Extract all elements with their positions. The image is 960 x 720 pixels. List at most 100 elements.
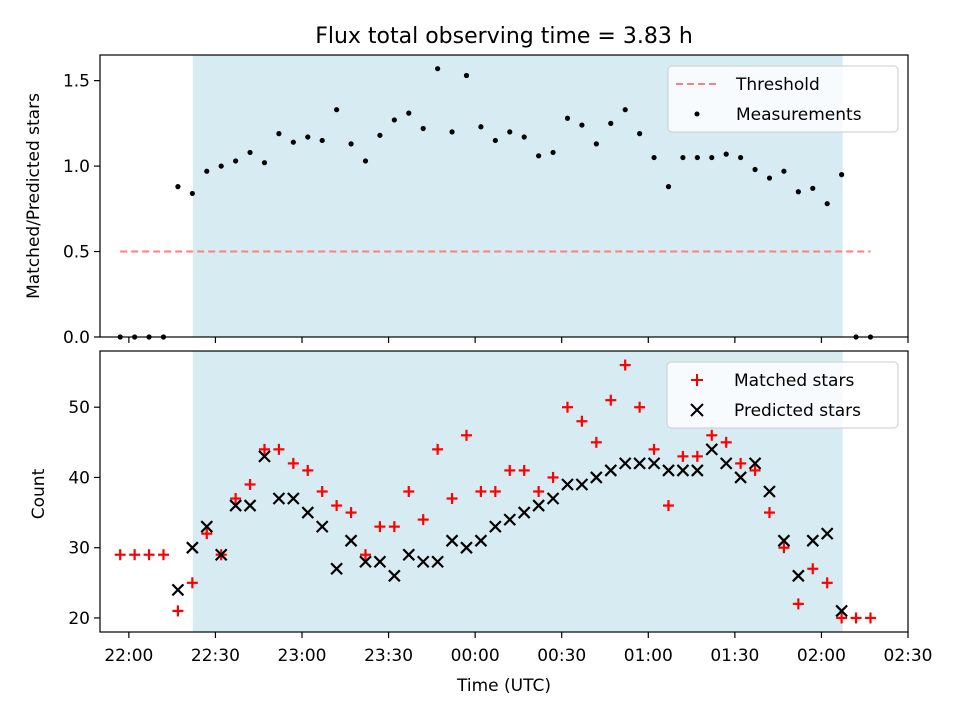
matched-star-point xyxy=(605,394,617,406)
predicted-star-point xyxy=(517,506,531,519)
predicted-star-point xyxy=(460,541,473,554)
ratio-y-tick-label: 1.0 xyxy=(63,157,90,177)
ratio-y-tick-label: 1.5 xyxy=(63,72,90,92)
matched-star-point xyxy=(590,436,602,448)
measurements-legend-swatch xyxy=(694,111,700,117)
count-legend: Matched stars Predicted stars xyxy=(666,361,899,429)
matched-legend-label: Matched stars xyxy=(734,371,854,391)
predicted-star-point xyxy=(734,471,747,484)
count-y-tick-label: 40 xyxy=(68,468,90,488)
count-y-axis-label: Count xyxy=(29,468,49,519)
matched-star-point xyxy=(691,450,703,462)
measurement-point xyxy=(478,124,484,130)
predicted-star-point xyxy=(388,569,401,583)
predicted-star-point xyxy=(301,506,315,519)
time-x-tick-label: 22:30 xyxy=(191,646,240,666)
measurement-point xyxy=(420,125,426,132)
predicted-star-point xyxy=(532,499,545,512)
count-plot-area xyxy=(114,359,876,624)
matched-star-point xyxy=(533,486,545,497)
predicted-star-point xyxy=(590,471,603,484)
predicted-star-point xyxy=(258,450,271,463)
matched-star-point xyxy=(706,429,718,441)
matched-star-point xyxy=(504,464,516,476)
matched-star-point xyxy=(864,612,876,624)
measurement-point xyxy=(536,153,542,159)
measurement-point xyxy=(795,189,801,195)
matched-star-point xyxy=(446,493,458,505)
count-y-tick-label: 30 xyxy=(68,539,90,559)
matched-star-point xyxy=(547,471,559,483)
measurement-point xyxy=(290,139,296,145)
ratio-legend: Threshold Measurements xyxy=(667,65,899,133)
measurement-point xyxy=(723,151,729,157)
matched-star-point xyxy=(388,521,400,533)
predicted-star-point xyxy=(835,604,848,618)
measurement-point xyxy=(579,122,585,128)
time-x-tick-label: 02:30 xyxy=(884,646,933,666)
time-x-tick-label: 00:30 xyxy=(537,646,586,666)
predicted-star-point xyxy=(633,457,646,470)
predicted-star-point xyxy=(763,485,776,498)
ratio-axes-frame xyxy=(99,54,909,338)
measurement-point xyxy=(507,129,513,135)
predicted-star-point xyxy=(186,541,199,554)
predicted-star-point xyxy=(272,492,286,505)
ratio-y-tick-label: 0.5 xyxy=(63,243,90,263)
measurement-point xyxy=(319,137,325,144)
measurement-point xyxy=(694,154,700,161)
ratio-panel: 0.0 0.5 1.0 1.5 Matched/Predicted stars Thr… xyxy=(24,54,909,348)
predicted-star-point xyxy=(561,478,574,491)
measurement-point xyxy=(781,168,787,174)
measurement-point xyxy=(334,107,340,113)
matched-star-point xyxy=(821,577,833,589)
measurement-point xyxy=(608,120,614,126)
predicted-star-point xyxy=(503,513,517,526)
measurement-point xyxy=(738,154,744,161)
matched-star-point xyxy=(273,443,285,455)
measurement-point xyxy=(680,154,686,161)
measurement-point xyxy=(189,190,195,197)
matched-star-point xyxy=(677,450,689,462)
measurement-point xyxy=(276,131,282,137)
measurement-point xyxy=(435,66,441,72)
measurement-point xyxy=(564,115,571,121)
matched-star-point xyxy=(460,429,472,441)
matched-star-point xyxy=(735,457,747,469)
predicted-star-point xyxy=(806,534,820,547)
x-axis-label: Time (UTC) xyxy=(456,676,551,696)
predicted-star-point xyxy=(705,443,719,456)
matched-star-point xyxy=(648,443,660,455)
predicted-star-point xyxy=(777,534,791,547)
matched-star-point xyxy=(489,486,501,497)
ratio-y-axis: 0.0 0.5 1.0 1.5 xyxy=(63,72,100,348)
matched-star-point xyxy=(374,521,386,533)
matched-star-point xyxy=(114,549,126,561)
predicted-star-point xyxy=(820,527,834,540)
count-y-tick-label: 50 xyxy=(68,398,90,418)
predicted-star-point xyxy=(445,534,459,547)
predicted-star-point xyxy=(315,520,329,533)
time-x-tick-label: 01:30 xyxy=(710,646,759,666)
matched-star-point xyxy=(720,436,732,448)
predicted-star-point xyxy=(330,562,343,576)
predicted-star-point xyxy=(359,555,372,569)
measurement-point xyxy=(377,132,383,138)
predicted-star-point xyxy=(402,548,416,562)
matched-star-point xyxy=(345,507,357,519)
ratio-plot-area xyxy=(117,66,874,340)
matched-star-point xyxy=(129,549,141,561)
matched-star-point xyxy=(258,443,270,455)
matched-star-point xyxy=(403,486,415,497)
measurement-point xyxy=(348,141,354,147)
predicted-star-point xyxy=(171,583,185,597)
matched-star-point xyxy=(749,464,761,476)
measurement-point xyxy=(521,134,527,140)
measurement-point xyxy=(391,117,397,123)
matched-star-point xyxy=(518,464,530,476)
matched-star-point xyxy=(561,401,573,413)
predicted-star-point xyxy=(748,457,762,470)
measurement-point xyxy=(261,160,268,166)
matched-star-point xyxy=(763,507,775,519)
